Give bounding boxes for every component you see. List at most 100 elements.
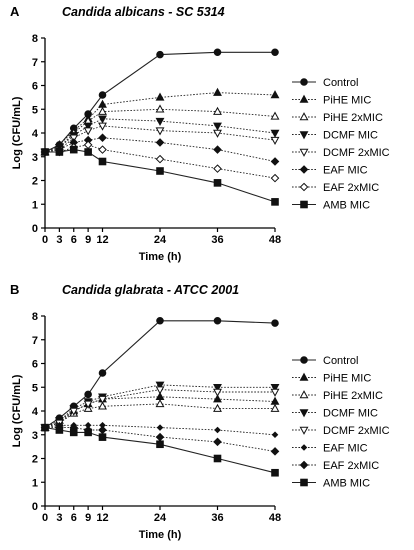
data-point bbox=[213, 437, 222, 447]
data-point bbox=[270, 388, 280, 397]
series-7 bbox=[41, 423, 279, 477]
legend-marker bbox=[300, 444, 308, 451]
data-point bbox=[213, 394, 222, 403]
legend-marker bbox=[300, 200, 308, 209]
data-point bbox=[213, 48, 222, 57]
x-tick-label: 48 bbox=[269, 512, 281, 524]
data-point bbox=[271, 319, 279, 327]
data-point bbox=[84, 390, 92, 399]
data-point bbox=[83, 122, 93, 131]
data-point bbox=[83, 400, 93, 409]
legend-marker bbox=[299, 372, 309, 381]
x-tick-label: 0 bbox=[42, 512, 48, 524]
series-line bbox=[44, 403, 275, 429]
data-point bbox=[156, 50, 164, 59]
data-point bbox=[98, 145, 107, 154]
data-point bbox=[84, 148, 92, 156]
legend-marker bbox=[299, 409, 309, 418]
chart-title: Candida glabrata - ATCC 2001 bbox=[62, 283, 239, 297]
legend-marker bbox=[300, 356, 308, 364]
legend-label: DCMF MIC bbox=[323, 130, 378, 142]
legend-label: EAF 2xMIC bbox=[323, 182, 379, 194]
y-tick-label: 8 bbox=[32, 311, 38, 323]
x-tick-label: 3 bbox=[56, 234, 62, 246]
legend-marker bbox=[299, 390, 309, 399]
data-point bbox=[155, 386, 165, 395]
data-point bbox=[155, 154, 165, 164]
data-point bbox=[213, 106, 222, 115]
y-tick-label: 3 bbox=[32, 430, 38, 442]
y-tick-label: 4 bbox=[32, 406, 39, 418]
y-axis-label: Log (CFU/mL) bbox=[11, 374, 23, 447]
data-point bbox=[98, 433, 107, 441]
legend-marker bbox=[299, 94, 309, 103]
data-point bbox=[270, 173, 280, 183]
data-point bbox=[83, 140, 93, 150]
data-point bbox=[214, 426, 221, 434]
data-point bbox=[155, 381, 165, 390]
y-tick-label: 2 bbox=[32, 454, 38, 466]
legend-label: PiHE MIC bbox=[323, 95, 371, 107]
data-point bbox=[156, 167, 164, 175]
data-point bbox=[271, 468, 279, 477]
x-tick-label: 36 bbox=[211, 512, 223, 524]
data-point bbox=[98, 369, 107, 377]
series-line bbox=[44, 118, 276, 153]
series-line bbox=[44, 92, 276, 153]
series-line bbox=[44, 125, 276, 153]
panel-letter: A bbox=[10, 4, 20, 19]
data-point bbox=[213, 403, 222, 412]
data-point bbox=[270, 157, 280, 166]
series-7 bbox=[41, 145, 279, 206]
data-point bbox=[98, 395, 107, 404]
x-tick-label: 9 bbox=[85, 234, 91, 246]
x-tick-label: 6 bbox=[71, 512, 77, 524]
legend-marker bbox=[299, 426, 309, 435]
data-point bbox=[55, 148, 64, 156]
legend-label: EAF MIC bbox=[323, 165, 368, 177]
legend-marker bbox=[299, 148, 309, 157]
x-tick-label: 6 bbox=[71, 234, 77, 246]
y-tick-label: 5 bbox=[32, 104, 38, 116]
data-point bbox=[98, 425, 107, 435]
legend-label: DCMF MIC bbox=[323, 408, 378, 420]
data-point bbox=[213, 383, 222, 393]
y-tick-label: 3 bbox=[32, 152, 38, 164]
legend-label: AMB MIC bbox=[323, 200, 370, 212]
data-point bbox=[69, 407, 79, 416]
data-point bbox=[155, 127, 165, 136]
data-point bbox=[98, 401, 107, 410]
data-point bbox=[270, 383, 280, 393]
data-point bbox=[98, 157, 107, 166]
data-point bbox=[98, 122, 107, 131]
y-tick-label: 2 bbox=[32, 176, 38, 188]
y-tick-label: 1 bbox=[32, 477, 38, 489]
panel-letter: B bbox=[10, 282, 19, 297]
data-point bbox=[156, 316, 164, 325]
y-tick-label: 7 bbox=[32, 335, 38, 347]
legend-label: PiHE 2xMIC bbox=[323, 390, 383, 402]
data-point bbox=[213, 316, 222, 325]
legend-label: PiHE MIC bbox=[323, 373, 371, 385]
legend-label: PiHE 2xMIC bbox=[323, 112, 383, 124]
y-tick-label: 7 bbox=[32, 57, 38, 69]
series-line bbox=[44, 51, 275, 153]
legend-marker bbox=[300, 78, 308, 86]
y-axis-label: Log (CFU/mL) bbox=[11, 96, 23, 169]
data-point bbox=[270, 447, 280, 456]
x-tick-label: 0 bbox=[42, 234, 48, 246]
data-point bbox=[83, 127, 93, 136]
y-tick-label: 0 bbox=[32, 223, 38, 235]
data-point bbox=[213, 454, 222, 463]
data-point bbox=[155, 138, 165, 147]
data-point bbox=[69, 145, 78, 154]
legend-marker bbox=[299, 131, 309, 140]
data-point bbox=[155, 92, 165, 101]
data-point bbox=[155, 104, 165, 113]
x-tick-label: 12 bbox=[96, 234, 108, 246]
y-tick-label: 8 bbox=[32, 33, 38, 45]
x-tick-label: 12 bbox=[96, 512, 108, 524]
y-tick-label: 6 bbox=[32, 81, 38, 93]
y-tick-label: 1 bbox=[32, 199, 38, 211]
